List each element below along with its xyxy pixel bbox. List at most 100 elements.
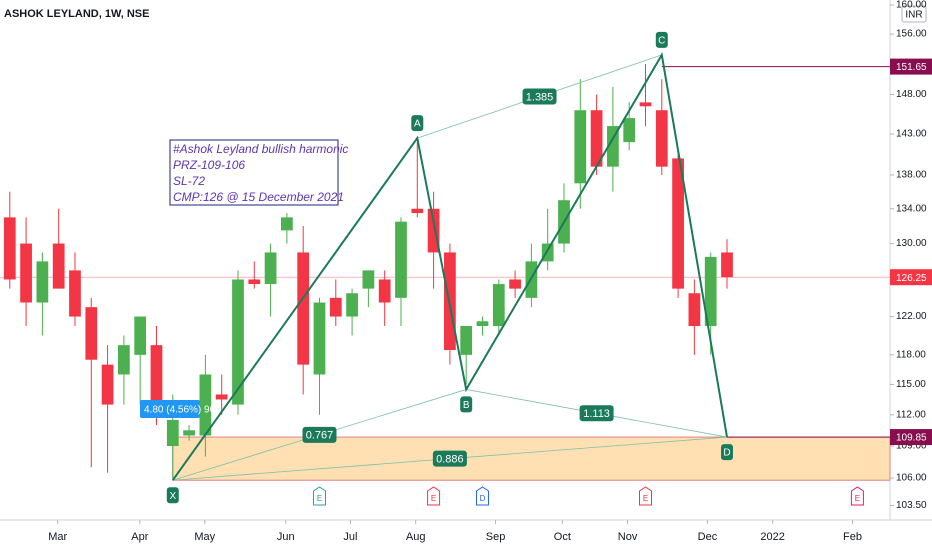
ratio-badge [579,405,614,422]
ratio-badge [522,88,557,105]
candle-body [574,110,587,184]
candle-body [52,243,65,289]
y-tick-label: 103.50 [896,500,927,511]
currency: INR [905,10,922,21]
candle-body [672,158,684,289]
y-tick-label: 106.00 [896,473,927,484]
point-badge [460,396,473,413]
candle-body [395,221,407,298]
y-tick-label: 143.00 [896,129,927,140]
event-label: E [643,494,648,503]
candle-body [20,243,32,303]
note-box [169,139,339,206]
candle-body [623,118,636,143]
x-tick-label: Apr [131,531,148,543]
candle-body [639,102,652,107]
candle-body [362,270,375,289]
x-tick-label: May [194,531,215,543]
measure-badge [140,400,200,418]
y-tick-label: 115.00 [896,379,926,390]
candle-body [460,325,473,355]
candle-body [704,256,717,326]
y-tick-label: 156.00 [896,29,927,40]
y-tick-label: 109.00 [896,441,927,452]
note-line: SL-72 [173,174,205,188]
candle-body [297,252,310,365]
candle-body [232,279,244,405]
candle-body [69,270,81,317]
candle-body [346,293,358,317]
candle-body [378,279,391,303]
ratio-label: 0.886 [436,454,464,466]
point-label: C [658,36,665,47]
y-tick-label: 148.00 [896,89,927,100]
event-icon [312,486,326,506]
x-tick-label: Nov [618,531,638,543]
ratio-badge [432,450,467,467]
candle-body [476,321,489,326]
event-label: D [480,494,486,503]
candle-body [248,279,261,285]
x-tick-label: Dec [698,531,718,543]
price-label: 109.85 [896,433,927,444]
point-badge [720,444,733,461]
event-label: E [431,494,436,503]
ratio-label: 1.385 [526,91,554,103]
candle-body [492,284,505,326]
event-label: E [317,494,322,503]
price-label: 126.25 [896,273,927,284]
y-tick-label: 118.00 [896,349,926,360]
x-tick-label: Mar [48,531,67,543]
point-label: X [169,491,176,502]
pattern-line [171,52,728,481]
candle-body [281,217,293,231]
candle-body [509,279,521,289]
candle-body [688,293,701,326]
plot: 1.385 0.767 1.113 0.886 X A B C D #Ashok Leyland … [0,31,891,506]
candle-body [118,345,130,375]
candle-body [313,302,326,375]
ratio-label: 1.113 [583,408,610,420]
candle-body [183,430,195,436]
price-label: 151.65 [896,62,927,73]
price-label-bg [890,58,932,75]
x-tick-label: Sep [486,531,506,543]
x-tick-label: Aug [406,531,426,543]
event-icon [427,486,441,506]
measure-label: 4.80 (4.56%) 96 [144,405,216,416]
event-icon [475,486,489,506]
point-badge [411,115,424,132]
candle-body [166,419,179,446]
y-tick-label: 160.00 [896,0,927,11]
point-badge [655,31,668,48]
candle-body [199,374,212,436]
point-label: A [414,119,421,130]
note-line: PRZ-109-106 [173,158,245,172]
candle-body [655,110,668,167]
candle-body [264,252,277,285]
x-tick-label: 2022 [760,531,784,543]
candle-body [215,394,228,400]
candle-body [85,307,98,360]
y-tick-label: 112.00 [896,409,926,420]
candle-body [134,316,147,355]
note-line: #Ashok Leyland bullish harmonic [173,142,348,156]
candle-body [721,252,733,278]
x-tick-label: Oct [554,531,571,543]
prz-zone [172,436,891,481]
event-icon [850,486,864,506]
candle-body [329,297,342,317]
chart-title: ASHOK LEYLAND, 1W, NSE [4,8,149,20]
price-label-bg [890,269,932,286]
x-tick-label: Jul [343,531,357,543]
candle-body [590,110,603,167]
ratio-badge [302,426,337,443]
y-tick-label: 138.00 [896,170,927,181]
ratio-label: 0.767 [306,430,334,442]
y-tick-label: 122.00 [896,311,927,322]
note-line: CMP:126 @ 15 December 2021 [173,190,344,204]
y-tick-label: 134.00 [896,203,927,214]
candle-body [427,208,440,253]
price-label-bg [890,429,932,446]
